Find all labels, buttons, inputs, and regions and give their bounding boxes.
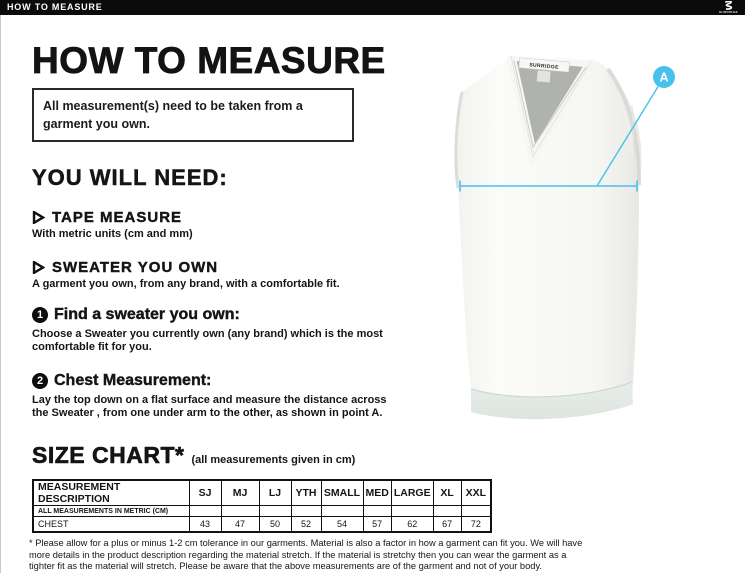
need-item-title: SWEATER YOU OWN [52,259,219,276]
page-left-border [0,15,1,573]
size-chart-title: SIZE CHART* [32,442,185,469]
empty-cell [220,505,260,517]
garment-collar-outer-edge [510,55,592,158]
step-desc-line: Choose a Sweater you currently own (any … [32,328,383,340]
point-a-badge [653,66,675,88]
step-desc-line: comfortable fit for you. [32,341,152,354]
col-header-size: MED [362,479,392,506]
col-header-size: LARGE [390,479,434,506]
triangle-bullet-icon [32,261,45,274]
tolerance-footnote: * Please allow for a plus or minus 1-2 c… [29,538,735,573]
metric-note-cell: ALL MEASUREMENTS IN METRIC (CM) [32,505,190,517]
need-item-tape-measure: TAPE MEASURE With metric units (cm and m… [32,209,432,240]
empty-cell [188,505,222,517]
surridge-logo-icon [724,1,733,11]
need-item-desc: With metric units (cm and mm) [32,228,193,240]
step-title: Chest Measurement: [54,372,212,389]
empty-cell [432,505,462,517]
table-header-row: MEASUREMENT DESCRIPTION SJ MJ LJ YTH SMA… [32,479,492,506]
garment-right-shade [627,188,639,384]
chest-value: 43 [188,516,222,533]
garment-neck-tag: SURRIDGE [518,57,570,83]
empty-cell [320,505,364,517]
col-header-size: SMALL [320,479,364,506]
empty-cell [390,505,434,517]
triangle-bullet-icon [32,211,45,224]
garment-inner-neck [515,61,585,148]
footnote-line: tighter fit as the material will stretch… [29,561,542,572]
footnote-line: * Please allow for a plus or minus 1-2 c… [29,538,583,548]
size-chart-table: MEASUREMENT DESCRIPTION SJ MJ LJ YTH SMA… [32,479,493,533]
garment-collar-edge [513,60,587,149]
step-number-badge: 1 [32,307,48,323]
empty-cell [362,505,392,517]
chest-value: 52 [290,516,322,533]
chest-value: 47 [220,516,260,533]
brand-word: SURRIDGE [718,9,738,14]
size-chart-heading: SIZE CHART* (all measurements given in c… [32,442,356,469]
chest-value: 72 [460,516,492,533]
notice-line: All measurement(s) need to be taken from… [43,99,303,113]
col-header-size: SJ [188,479,222,506]
need-item-title: TAPE MEASURE [52,209,183,226]
step-description: Lay the top down on a flat surface and m… [32,394,434,421]
chest-value: 50 [258,516,292,533]
top-bar: HOW TO MEASURE SURRIDGE [0,0,745,15]
step-number-badge: 2 [32,373,48,389]
garment-hem-band [471,382,633,420]
need-item-sweater: SWEATER YOU OWN A garment you own, from … [32,259,432,290]
chest-value: 62 [390,516,434,533]
you-will-need-heading: YOU WILL NEED: [32,165,228,191]
size-chart-subtitle: (all measurements given in cm) [191,454,356,466]
step-description: Choose a Sweater you currently own (any … [32,328,434,355]
notice-box: All measurement(s) need to be taken from… [32,88,354,143]
step-title: Find a sweater you own: [54,306,240,323]
point-a-label: A [659,71,668,85]
col-header-size: XXL [460,479,492,506]
row-label-chest: CHEST [32,516,190,533]
notice-line: garment you own. [43,117,150,132]
chest-value: 54 [320,516,364,533]
page-title: HOW TO MEASURE [32,40,386,81]
step-desc-line: the Sweater , from one under arm to the … [32,407,383,420]
chest-measurement-line [459,86,659,192]
brand-logo: SURRIDGE [719,1,738,14]
garment-hem-top-edge [470,381,633,398]
neck-tag-text: SURRIDGE [529,62,559,71]
table-metric-row: ALL MEASUREMENTS IN METRIC (CM) [32,505,492,517]
col-header-size: YTH [290,479,322,506]
col-header-size: MJ [220,479,260,506]
empty-cell [258,505,292,517]
step-desc-line: Lay the top down on a flat surface and m… [32,394,387,406]
chest-value: 67 [432,516,462,533]
garment-body [455,56,642,420]
garment-photo: SURRIDGE A [454,55,675,420]
footnote-line: more details in the product description … [29,549,567,560]
col-header-description: MEASUREMENT DESCRIPTION [32,479,190,506]
empty-cell [290,505,322,517]
col-header-size: XL [432,479,462,506]
empty-cell [460,505,492,517]
chest-value: 57 [362,516,392,533]
table-row-chest: CHEST 43 47 50 52 54 57 62 67 72 [32,516,492,533]
need-item-desc: A garment you own, from any brand, with … [32,278,340,290]
garment-left-armhole [454,91,464,189]
step-find-sweater: 1 Find a sweater you own: Choose a Sweat… [32,306,434,355]
topbar-title: HOW TO MEASURE [7,2,103,12]
col-header-size: LJ [258,479,292,506]
step-chest-measurement: 2 Chest Measurement: Lay the top down on… [32,372,434,421]
